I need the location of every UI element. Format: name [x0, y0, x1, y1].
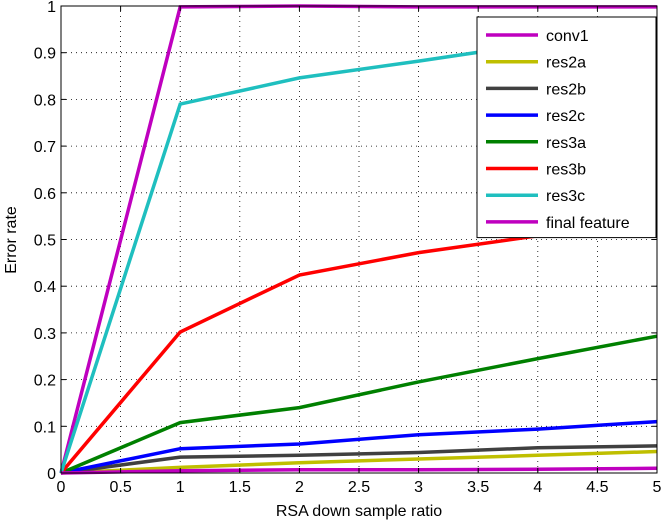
x-tick-label: 1: [176, 479, 185, 496]
legend-label-res2c: res2c: [546, 108, 585, 125]
y-tick-label: 0.8: [34, 92, 56, 109]
y-tick-label: 0.5: [34, 233, 56, 250]
x-tick-label: 3: [414, 479, 423, 496]
x-tick-label: 0: [57, 479, 66, 496]
y-axis-title: Error rate: [3, 206, 20, 274]
legend-label-res3b: res3b: [546, 162, 586, 179]
series-line-res2b: [60, 444, 658, 475]
y-tick-label: 0.6: [34, 186, 56, 203]
legend-label-res2a: res2a: [546, 55, 586, 72]
x-tick-label: 3.5: [467, 479, 489, 496]
legend-label-res3c: res3c: [546, 188, 585, 205]
y-tick-label: 0.2: [34, 373, 56, 390]
legend-label-res2b: res2b: [546, 81, 586, 98]
y-tick-label: 0.4: [34, 279, 56, 296]
y-tick-label: 0.7: [34, 139, 56, 156]
series-line-res2a: [60, 449, 658, 475]
y-tick-label: 0: [47, 466, 56, 483]
axis-ticks: 0 0.5 1 1.5 2 2.5 3 3.5 4 4.5 5 0 0.1 0.2 0.3 0.4 0.5 0.6…: [34, 0, 662, 496]
legend-label-conv1: conv1: [546, 28, 589, 45]
legend-box: [476, 16, 657, 239]
y-tick-label: 0.9: [34, 46, 56, 63]
y-tick-label: 0.1: [34, 419, 56, 436]
x-tick-label: 4.5: [586, 479, 608, 496]
legend-label-res3a: res3a: [546, 135, 586, 152]
x-tick-label: 2: [295, 479, 304, 496]
x-tick-label: 5: [653, 479, 662, 496]
x-axis-title: RSA down sample ratio: [276, 503, 442, 520]
series-line-res2c: [60, 419, 658, 475]
legend-label-final-feature: final feature: [546, 215, 630, 232]
x-tick-label: 0.5: [109, 479, 131, 496]
y-tick-label: 1: [47, 0, 56, 16]
x-tick-label: 1.5: [229, 479, 251, 496]
x-tick-label: 4: [533, 479, 542, 496]
x-tick-label: 2.5: [348, 479, 370, 496]
series-line-res3a: [60, 334, 658, 475]
legend: conv1 res2a res2b res2c res3a res3b res3c final…: [476, 16, 657, 239]
y-tick-label: 0.3: [34, 326, 56, 343]
